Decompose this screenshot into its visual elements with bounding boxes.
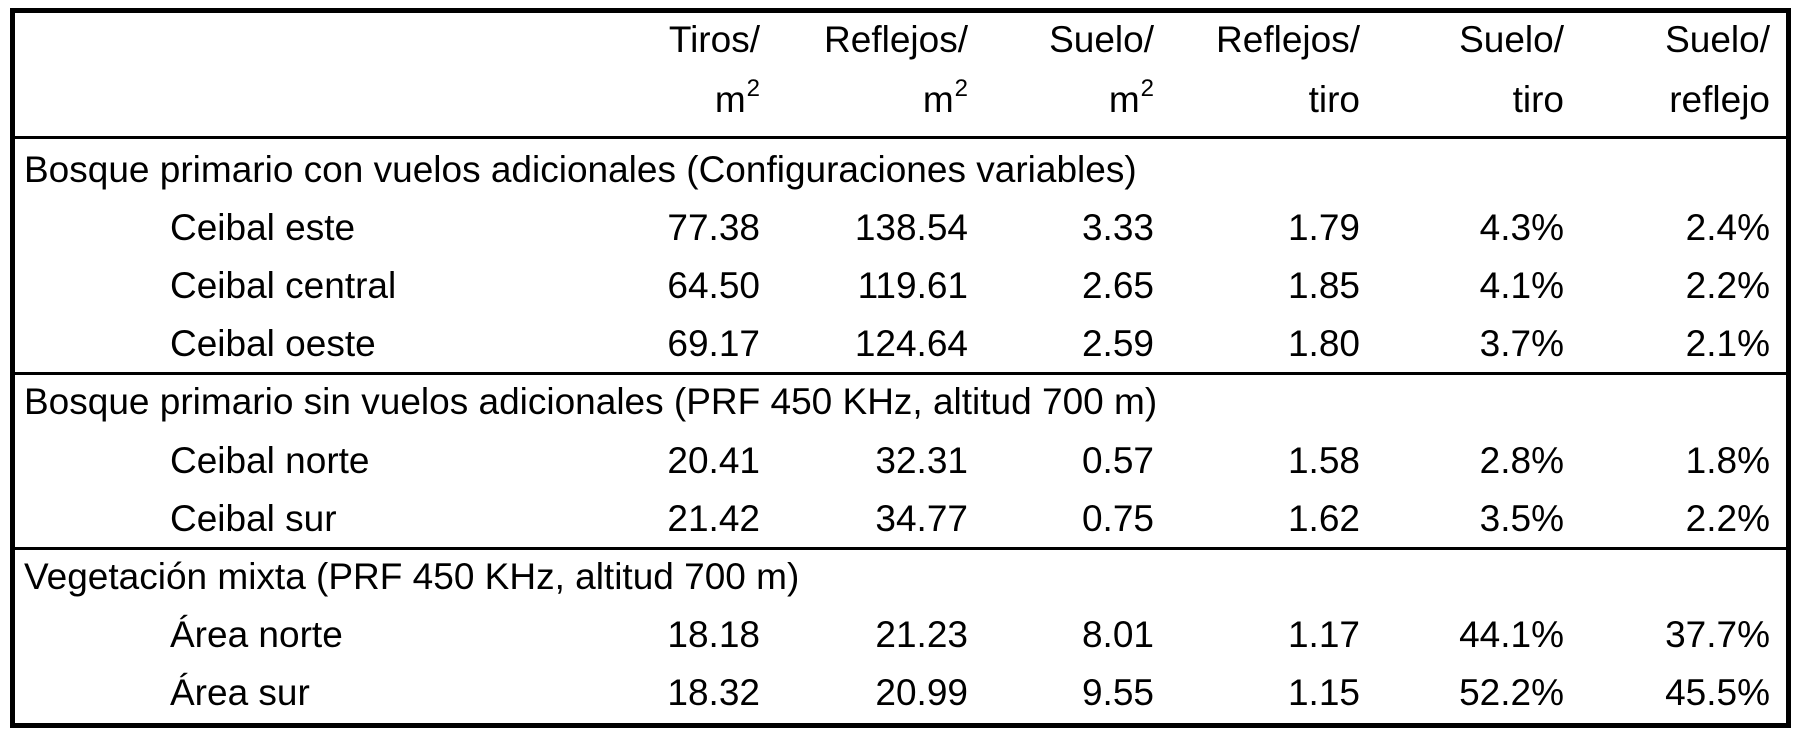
header-rule: [10, 136, 1791, 139]
table-cell: 20.41: [667, 440, 760, 481]
table-cell: 21.23: [875, 614, 968, 655]
table-cell: 1.58: [1287, 440, 1360, 481]
table-border: [10, 8, 1791, 728]
row-label: Ceibal sur: [170, 498, 337, 539]
table-cell: 20.99: [875, 672, 968, 713]
column-header: Suelo/: [1049, 19, 1154, 60]
table-cell: 0.75: [1081, 498, 1154, 539]
column-header: Suelo/: [1459, 19, 1564, 60]
table-cell: 119.61: [857, 265, 968, 306]
unit-superscript: 2: [1140, 75, 1154, 102]
unit-text: tiro: [1512, 79, 1564, 120]
column-header: Reflejos/: [1216, 19, 1360, 60]
row-label: Ceibal oeste: [170, 323, 376, 364]
table-cell: 2.65: [1081, 265, 1154, 306]
table-cell: 2.2%: [1685, 265, 1770, 306]
unit-text: m: [1108, 79, 1140, 120]
section-title: Vegetación mixta (PRF 450 KHz, altitud 7…: [24, 556, 800, 597]
unit-superscript: 2: [954, 75, 968, 102]
column-header-unit: tiro: [1309, 78, 1360, 122]
column-header: Suelo/: [1665, 19, 1770, 60]
row-label: Ceibal norte: [170, 440, 370, 481]
row-label: Ceibal este: [170, 207, 356, 248]
table-cell: 2.1%: [1685, 323, 1770, 364]
table-cell: 4.1%: [1479, 265, 1564, 306]
unit-text: m: [922, 79, 954, 120]
table-cell: 52.2%: [1459, 672, 1564, 713]
section-title: Bosque primario con vuelos adicionales (…: [24, 149, 1137, 190]
section-rule: [10, 372, 1791, 375]
row-label: Área norte: [170, 614, 343, 655]
table-cell: 9.55: [1081, 672, 1154, 713]
table-cell: 1.85: [1287, 265, 1360, 306]
section-title: Bosque primario sin vuelos adicionales (…: [24, 381, 1158, 422]
table-cell: 1.17: [1287, 614, 1360, 655]
unit-text: tiro: [1308, 79, 1360, 120]
table-cell: 4.3%: [1479, 207, 1564, 248]
table-cell: 8.01: [1081, 614, 1154, 655]
table-cell: 21.42: [667, 498, 760, 539]
column-header-unit: m2: [714, 75, 760, 122]
table-cell: 37.7%: [1665, 614, 1770, 655]
table-cell: 1.80: [1287, 323, 1360, 364]
table-cell: 45.5%: [1665, 672, 1770, 713]
table-cell: 124.64: [854, 323, 968, 364]
table-cell: 3.5%: [1479, 498, 1564, 539]
table-cell: 69.17: [667, 323, 760, 364]
table-cell: 64.50: [667, 265, 760, 306]
table-cell: 0.57: [1081, 440, 1154, 481]
table-cell: 2.8%: [1479, 440, 1564, 481]
column-header-unit: m2: [1108, 75, 1154, 122]
table-cell: 1.8%: [1685, 440, 1770, 481]
table-cell: 3.7%: [1479, 323, 1564, 364]
section-rule: [10, 547, 1791, 550]
table-cell: 77.38: [667, 207, 760, 248]
column-header-unit: m2: [922, 75, 968, 122]
table-cell: 3.33: [1081, 207, 1154, 248]
unit-text: reflejo: [1669, 79, 1770, 120]
column-header-unit: reflejo: [1669, 78, 1770, 122]
unit-text: m: [714, 79, 746, 120]
table-cell: 18.32: [667, 672, 760, 713]
table-cell: 18.18: [667, 614, 760, 655]
row-label: Ceibal central: [170, 265, 397, 306]
table-cell: 1.62: [1287, 498, 1360, 539]
column-header-unit: tiro: [1513, 78, 1564, 122]
row-label: Área sur: [170, 672, 310, 713]
table-cell: 2.2%: [1685, 498, 1770, 539]
table-cell: 44.1%: [1459, 614, 1564, 655]
table-cell: 1.79: [1287, 207, 1360, 248]
table-cell: 1.15: [1287, 672, 1360, 713]
table-cell: 2.59: [1081, 323, 1154, 364]
table-cell: 2.4%: [1685, 207, 1770, 248]
table-cell: 138.54: [854, 207, 968, 248]
table-cell: 32.31: [875, 440, 968, 481]
column-header: Tiros/: [668, 19, 760, 60]
unit-superscript: 2: [746, 75, 760, 102]
table-cell: 34.77: [875, 498, 968, 539]
column-header: Reflejos/: [824, 19, 968, 60]
